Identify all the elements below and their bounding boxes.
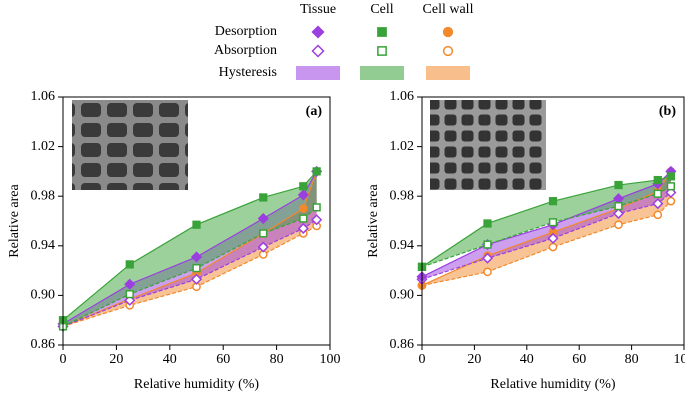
x-tick-label: 80	[270, 352, 284, 367]
x-axis-label: Relative humidity (%)	[134, 377, 260, 392]
marker	[548, 197, 558, 206]
legend-header: Cell	[370, 2, 393, 17]
legend-row-label: Desorption	[215, 24, 277, 39]
marker	[125, 260, 134, 269]
marker	[311, 44, 325, 58]
marker	[259, 193, 268, 202]
x-tick-label: 40	[520, 352, 534, 367]
x-axis-label: Relative humidity (%)	[490, 377, 616, 392]
marker	[614, 180, 623, 190]
y-tick-label: 0.90	[31, 288, 56, 303]
marker	[483, 219, 492, 228]
marker	[257, 212, 269, 225]
y-axis-label: Relative area	[7, 183, 22, 257]
marker	[666, 182, 676, 191]
x-tick-label: 20	[467, 352, 481, 367]
panel-label: (b)	[659, 104, 676, 119]
y-tick-label: 1.02	[390, 139, 415, 154]
y-tick-label: 0.86	[390, 337, 415, 352]
x-tick-label: 0	[419, 352, 426, 367]
legend-row-label: Hysteresis	[219, 65, 277, 80]
marker	[548, 218, 558, 227]
marker	[548, 242, 558, 252]
x-tick-label: 100	[674, 352, 685, 367]
y-tick-label: 0.94	[31, 238, 56, 253]
plot-frame	[421, 96, 685, 346]
desorption-line	[62, 171, 318, 327]
marker	[442, 26, 454, 38]
marker	[442, 45, 454, 57]
marker	[666, 196, 676, 206]
sem-inset	[72, 100, 188, 190]
marker	[653, 189, 662, 198]
marker	[653, 210, 663, 220]
x-tick-label: 0	[60, 352, 67, 367]
y-tick-label: 0.98	[31, 188, 56, 203]
marker	[547, 232, 559, 244]
marker	[257, 241, 269, 253]
marker	[666, 172, 676, 181]
hysteresis-area	[63, 171, 317, 327]
x-tick-label: 40	[163, 352, 177, 367]
marker	[125, 290, 134, 299]
legend-header: Cell wall	[423, 2, 474, 17]
marker	[192, 220, 201, 229]
marker	[299, 182, 308, 191]
marker	[312, 203, 321, 212]
marker	[377, 27, 387, 37]
legend-swatch	[296, 66, 340, 80]
marker	[190, 273, 203, 285]
marker	[652, 198, 664, 210]
marker	[297, 189, 309, 201]
marker	[614, 201, 623, 211]
marker	[259, 229, 268, 238]
marker	[612, 207, 625, 220]
y-tick-label: 0.98	[390, 188, 415, 203]
legend-swatch	[426, 66, 470, 80]
panel-label: (a)	[306, 104, 323, 119]
marker	[481, 252, 494, 264]
marker	[192, 263, 201, 273]
legend-row-label: Absorption	[214, 43, 277, 58]
x-tick-label: 60	[572, 352, 586, 367]
marker	[299, 214, 308, 223]
x-tick-label: 60	[216, 352, 230, 367]
marker	[614, 220, 623, 230]
marker	[311, 214, 323, 226]
y-tick-label: 1.06	[31, 89, 56, 104]
marker	[124, 278, 136, 290]
y-tick-label: 0.90	[390, 288, 415, 303]
marker	[377, 46, 387, 56]
marker	[483, 240, 492, 249]
y-tick-label: 0.94	[390, 238, 415, 253]
y-tick-label: 0.86	[31, 337, 56, 352]
x-tick-label: 80	[625, 352, 639, 367]
absorption-line	[421, 192, 672, 280]
plot-frame	[62, 96, 331, 346]
marker	[312, 167, 321, 176]
marker	[483, 267, 492, 277]
y-tick-label: 1.06	[390, 89, 415, 104]
sem-inset	[430, 100, 546, 190]
marker	[297, 222, 309, 235]
y-tick-label: 1.02	[31, 139, 56, 154]
marker	[298, 204, 308, 213]
legend-swatch	[360, 66, 404, 80]
hysteresis-area	[422, 171, 671, 280]
marker	[311, 25, 325, 39]
marker	[653, 175, 662, 185]
legend-header: Tissue	[300, 2, 336, 17]
y-axis-label: Relative area	[366, 183, 381, 257]
desorption-line	[62, 171, 318, 325]
x-tick-label: 100	[320, 352, 341, 367]
marker	[190, 251, 203, 263]
x-tick-label: 20	[109, 352, 123, 367]
